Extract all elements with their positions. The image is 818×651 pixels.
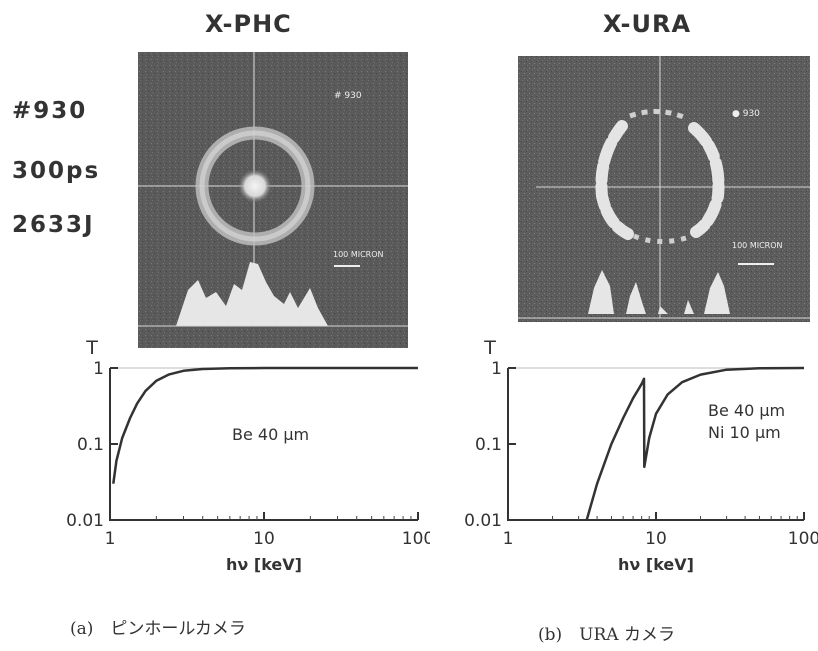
pinhole-camera-image: # 930 100 MICRON xyxy=(138,52,408,348)
left-caption: (a) ピンホールカメラ xyxy=(70,619,246,639)
y-tick-label: 1 xyxy=(491,359,502,379)
y-tick-label: 1 xyxy=(93,359,104,379)
laser-energy: 2633J xyxy=(12,212,95,238)
ura-camera-image: ● 930 100 MICRON xyxy=(518,56,810,322)
ura-scale-label: 100 MICRON xyxy=(732,241,783,250)
x-tick-label: 100 xyxy=(402,529,430,549)
x-axis-label: hν [keV] xyxy=(226,555,302,574)
pulse-duration: 300ps xyxy=(12,158,101,184)
x-tick-label: 100 xyxy=(788,529,818,549)
material-annotation: Be 40 μm xyxy=(232,425,309,444)
y-tick-label: 0.01 xyxy=(66,511,104,531)
y-tick-label: 0.1 xyxy=(475,435,502,455)
x-tick-label: 1 xyxy=(105,529,116,549)
material-annotation: Ni 10 μm xyxy=(708,423,781,442)
transmission-curve xyxy=(112,366,418,484)
axis-lines xyxy=(109,368,418,521)
transmission-curve xyxy=(585,366,805,521)
pinhole-shot-label: # 930 xyxy=(334,91,362,101)
y-axis-label: T xyxy=(483,337,496,359)
y-axis-label: T xyxy=(85,337,98,359)
ura-shot-label: ● 930 xyxy=(732,109,760,119)
x-tick-label: 1 xyxy=(503,529,514,549)
material-annotation: Be 40 μm xyxy=(708,401,785,420)
left-panel-title: X-PHC xyxy=(205,10,292,38)
right-panel-title: X-URA xyxy=(603,10,692,38)
x-tick-label: 10 xyxy=(253,529,275,549)
y-tick-label: 0.01 xyxy=(464,511,502,531)
left-transmission-chart: 1 10 100 1 0.1 0.01 Thν [keV] Be 40 μm xyxy=(66,337,430,574)
y-tick-label: 0.1 xyxy=(77,435,104,455)
right-transmission-chart: 1 10 100 1 0.1 0.01 Thν [keV] Be 40 μm Ni 10 μm xyxy=(464,337,818,574)
shot-number: #930 xyxy=(12,98,88,124)
x-axis-label: hν [keV] xyxy=(618,555,694,574)
x-tick-label: 10 xyxy=(645,529,667,549)
axis-lines xyxy=(507,368,804,521)
right-caption: (b) URA カメラ xyxy=(538,625,675,645)
pinhole-scale-label: 100 MICRON xyxy=(333,250,384,259)
